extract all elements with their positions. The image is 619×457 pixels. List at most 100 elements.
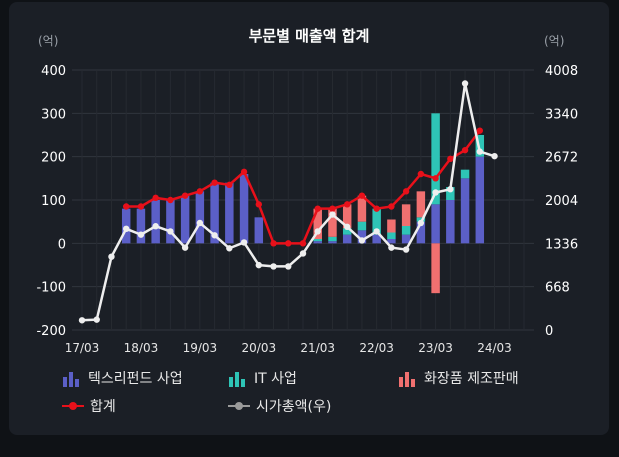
x-tick: 23/03 [418, 341, 453, 355]
y-tick-right: 1336 [545, 237, 578, 252]
y-tick-right: 0 [545, 324, 553, 339]
point-market-cap [417, 219, 425, 227]
point-market-cap [167, 228, 174, 235]
point-market-cap [123, 225, 130, 233]
legend-label: 시가총액(우) [256, 399, 332, 415]
legend-item-it[interactable]: IT 사업 [228, 368, 297, 388]
point-total [285, 240, 292, 247]
bar-it [431, 113, 440, 205]
point-market-cap [432, 189, 439, 196]
point-total [167, 196, 174, 204]
point-market-cap [461, 80, 469, 87]
bar-cosmetics [431, 243, 440, 294]
bar-it [460, 169, 470, 179]
point-total [344, 201, 351, 208]
x-tick: 20/03 [242, 341, 277, 355]
point-total [417, 170, 425, 178]
point-total [358, 192, 366, 199]
point-total [402, 188, 410, 195]
point-market-cap [373, 228, 380, 235]
bar-textile [372, 234, 381, 244]
bar-cosmetics [401, 204, 411, 226]
bar-it [313, 239, 322, 242]
point-market-cap [447, 186, 454, 193]
bar-textile [416, 221, 426, 244]
point-market-cap [358, 237, 366, 244]
bar-textile [460, 178, 470, 244]
point-market-cap [78, 317, 86, 324]
point-market-cap [108, 253, 115, 260]
point-market-cap [152, 223, 159, 230]
y-axis-right: 4008 3340 2672 2004 1336 668 0 [545, 64, 578, 339]
bar-textile [401, 234, 411, 244]
x-tick: 21/03 [300, 341, 335, 355]
point-market-cap [181, 244, 189, 251]
point-market-cap [402, 246, 410, 253]
left-axis-unit: (억) [38, 34, 58, 48]
bar-it [446, 187, 455, 200]
point-total [211, 179, 218, 186]
y-tick-right: 2672 [545, 151, 578, 166]
point-total [181, 192, 189, 199]
bar-textile [313, 241, 322, 244]
point-market-cap [388, 244, 395, 251]
point-market-cap [344, 223, 351, 231]
point-total [373, 205, 380, 212]
y-tick-left: 100 [41, 194, 66, 209]
chart-title: 부문별 매출액 합계 [249, 27, 370, 45]
legend-item-market-cap[interactable]: 시가총액(우) [228, 396, 331, 416]
legend-item-cosmetics[interactable]: 화장품 제조판매 [398, 368, 519, 388]
point-market-cap [285, 263, 292, 270]
legend-item-textile[interactable]: 텍스리펀드 사업 [62, 368, 183, 388]
lines [78, 80, 498, 324]
y-tick-left: 300 [41, 107, 66, 122]
bar-textile [387, 239, 396, 244]
bar-textile [475, 156, 485, 244]
y-tick-right: 668 [545, 281, 570, 296]
y-tick-left: -100 [36, 281, 66, 296]
y-tick-left: -200 [36, 324, 66, 339]
point-total [329, 205, 336, 212]
point-market-cap [299, 250, 307, 257]
point-total [196, 188, 204, 195]
bar-textile [180, 195, 190, 244]
bar-chart-icon [63, 372, 79, 387]
point-market-cap [93, 316, 100, 323]
point-total [152, 194, 159, 202]
legend-label: 텍스리펀드 사업 [88, 371, 183, 387]
bar-cosmetics [416, 191, 426, 218]
bar-cosmetics [342, 204, 352, 229]
bar-textile [328, 241, 337, 244]
y-tick-left: 200 [41, 151, 66, 166]
point-total [447, 155, 454, 163]
point-market-cap [211, 232, 218, 239]
line-marker-icon [62, 402, 84, 410]
point-total [314, 205, 321, 212]
bar-cosmetics [387, 219, 396, 233]
legend: 텍스리펀드 사업 IT 사업 화장품 제조판매 합계 시가총액(우) [62, 368, 582, 420]
point-market-cap [314, 228, 321, 235]
point-total [255, 201, 262, 208]
legend-item-total[interactable]: 합계 [62, 396, 116, 416]
x-tick: 24/03 [477, 341, 512, 355]
point-market-cap [240, 239, 248, 246]
point-market-cap [196, 219, 204, 227]
bar-it [328, 236, 337, 242]
bar-textile [357, 230, 367, 244]
point-total [299, 240, 307, 247]
bar-it [387, 232, 396, 239]
bar-chart-icon [399, 372, 415, 387]
y-tick-right: 4008 [545, 64, 578, 79]
legend-label: 화장품 제조판매 [424, 371, 519, 387]
point-market-cap [270, 263, 277, 270]
x-tick: 22/03 [359, 341, 394, 355]
bar-textile [446, 200, 455, 244]
bar-cosmetics [328, 208, 337, 237]
bar-textile [254, 217, 264, 244]
bar-textile [151, 200, 160, 244]
bar-textile [195, 191, 205, 244]
point-total [123, 203, 130, 210]
line-marker-icon [228, 402, 250, 410]
point-total [476, 127, 483, 134]
point-total [226, 181, 233, 189]
